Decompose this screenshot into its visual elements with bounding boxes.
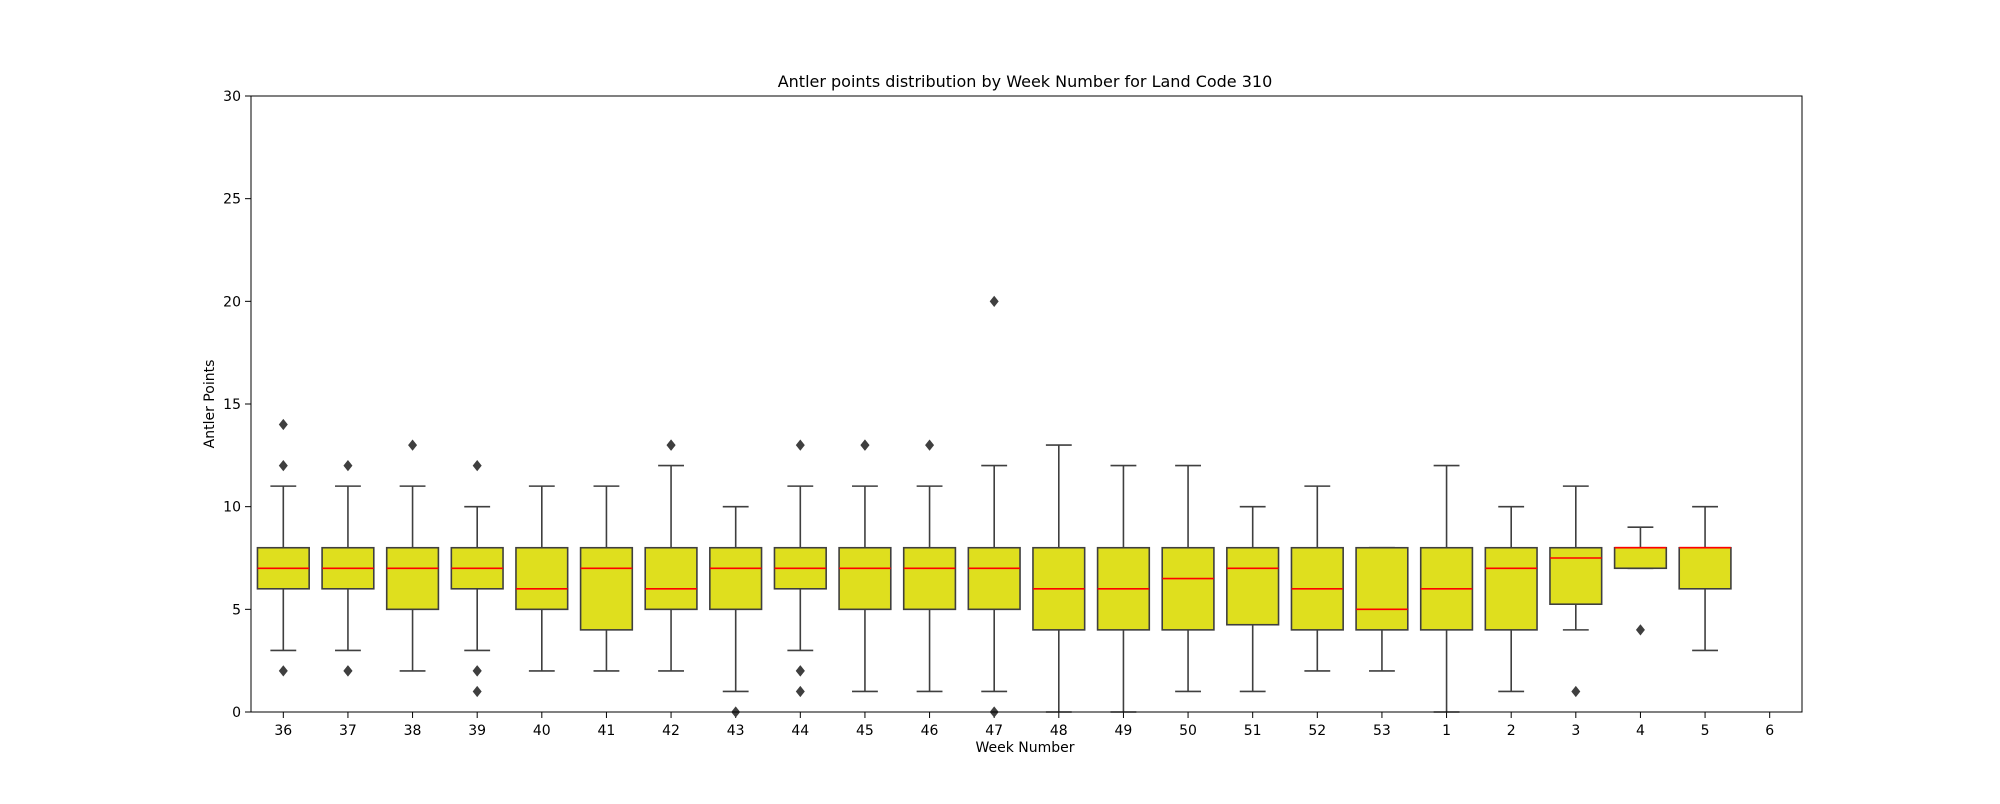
box-week-51 bbox=[1226, 546, 1280, 626]
outlier-point bbox=[666, 439, 676, 451]
x-tick-label: 2 bbox=[1507, 723, 1516, 739]
outlier-point bbox=[472, 665, 482, 677]
x-tick-label: 4 bbox=[1636, 723, 1645, 739]
y-tick-label: 20 bbox=[223, 294, 241, 310]
box-week-3 bbox=[1549, 546, 1603, 606]
outlier-point bbox=[278, 418, 288, 431]
outlier-point bbox=[860, 439, 870, 451]
x-tick-label: 52 bbox=[1308, 723, 1326, 739]
outlier-point bbox=[795, 685, 805, 698]
x-tick-label: 43 bbox=[727, 723, 745, 739]
x-tick-label: 42 bbox=[662, 723, 680, 739]
x-tick-label: 41 bbox=[598, 723, 616, 739]
y-tick-label: 25 bbox=[223, 192, 241, 208]
y-tick-label: 10 bbox=[223, 500, 241, 516]
outlier-point bbox=[343, 459, 353, 472]
y-axis-label: Antler Points bbox=[202, 360, 218, 449]
x-tick-label: 36 bbox=[274, 723, 292, 739]
box-week-46 bbox=[902, 546, 957, 611]
x-tick-label: 38 bbox=[404, 723, 422, 739]
box-week-5 bbox=[1678, 546, 1732, 590]
y-tick-label: 0 bbox=[232, 705, 241, 721]
x-tick-label: 6 bbox=[1765, 723, 1774, 739]
y-tick-label: 30 bbox=[223, 89, 241, 105]
box-week-45 bbox=[838, 546, 892, 611]
x-tick-label: 47 bbox=[985, 723, 1003, 739]
box-week-42 bbox=[644, 546, 698, 611]
box-week-38 bbox=[385, 546, 440, 611]
outlier-point bbox=[343, 665, 353, 677]
outlier-point bbox=[1635, 624, 1645, 636]
box-week-43 bbox=[709, 546, 763, 611]
x-tick-label: 3 bbox=[1571, 723, 1580, 739]
outlier-point bbox=[278, 459, 288, 472]
outlier-point bbox=[795, 665, 805, 677]
outlier-point bbox=[1571, 685, 1581, 698]
y-tick-label: 15 bbox=[223, 397, 241, 413]
x-tick-label: 49 bbox=[1115, 723, 1133, 739]
outlier-point bbox=[278, 665, 288, 677]
x-tick-label: 45 bbox=[856, 723, 874, 739]
outlier-point bbox=[925, 439, 935, 451]
x-tick-label: 46 bbox=[921, 723, 939, 739]
box-week-50 bbox=[1161, 546, 1215, 631]
x-tick-label: 53 bbox=[1373, 723, 1391, 739]
outlier-point bbox=[795, 439, 805, 451]
chart-title: Antler points distribution by Week Numbe… bbox=[778, 72, 1273, 91]
x-tick-label: 37 bbox=[339, 723, 357, 739]
outlier-point bbox=[408, 439, 418, 451]
outlier-point bbox=[472, 459, 482, 472]
x-axis-label: Week Number bbox=[975, 740, 1074, 756]
x-tick-label: 44 bbox=[791, 723, 809, 739]
box-week-53 bbox=[1355, 546, 1409, 631]
box-week-4 bbox=[1613, 546, 1668, 570]
x-tick-label: 50 bbox=[1179, 723, 1197, 739]
outlier-point bbox=[989, 295, 999, 307]
box-week-40 bbox=[515, 546, 569, 611]
x-tick-label: 5 bbox=[1701, 723, 1710, 739]
x-tick-label: 40 bbox=[533, 723, 551, 739]
outlier-point bbox=[472, 685, 482, 698]
x-tick-label: 51 bbox=[1244, 723, 1262, 739]
x-tick-label: 48 bbox=[1050, 723, 1068, 739]
x-tick-label: 39 bbox=[468, 723, 486, 739]
y-tick-label: 5 bbox=[232, 602, 241, 618]
box-week-41 bbox=[579, 546, 634, 631]
plot-frame bbox=[250, 95, 1803, 713]
box-week-2 bbox=[1484, 546, 1538, 631]
box-week-47 bbox=[967, 546, 1021, 611]
x-tick-label: 1 bbox=[1442, 723, 1451, 739]
